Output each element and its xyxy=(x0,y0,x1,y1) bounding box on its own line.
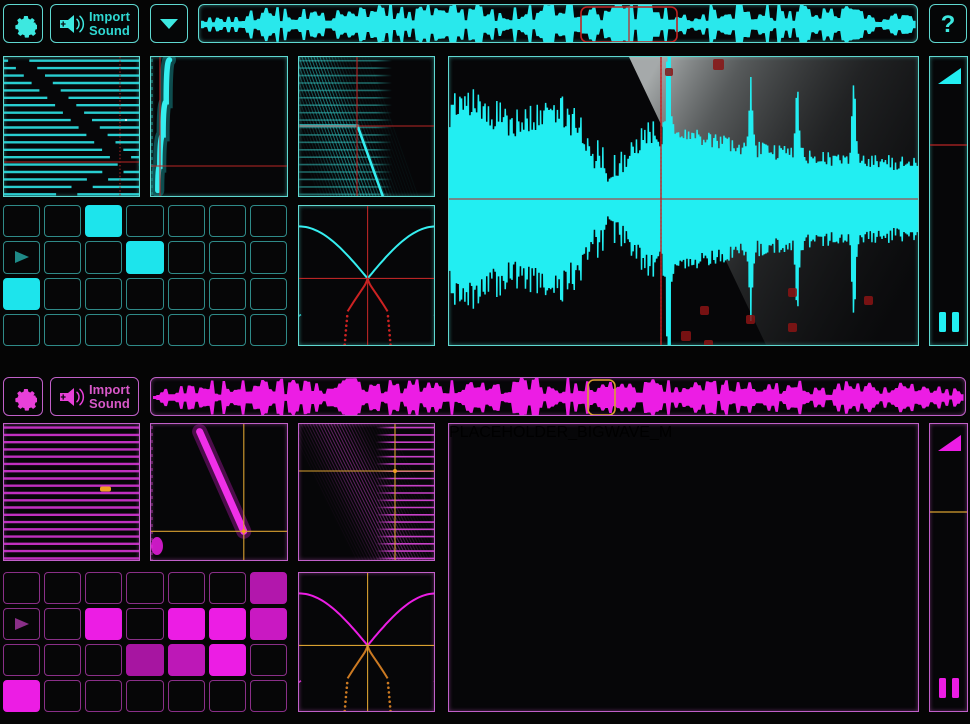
svg-text:?: ? xyxy=(941,11,956,38)
